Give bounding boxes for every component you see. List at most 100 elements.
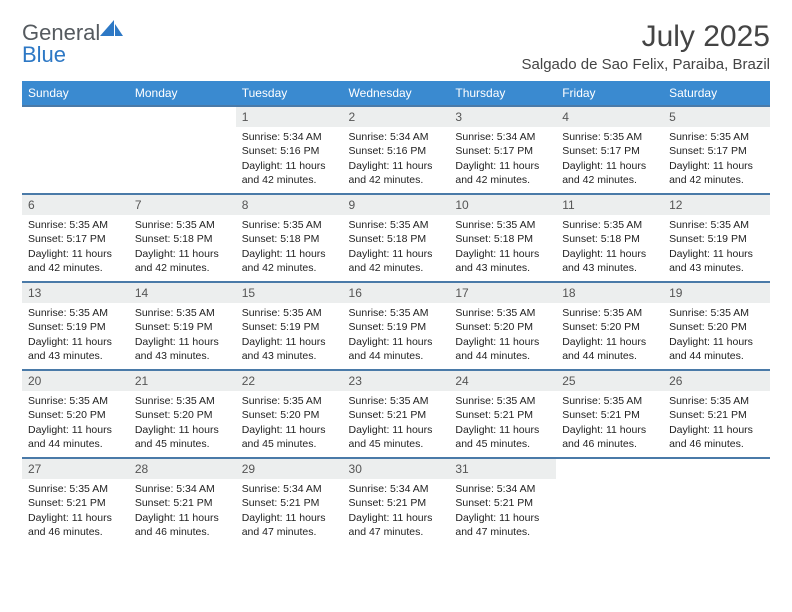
daylight-line: Daylight: 11 hours and 46 minutes. bbox=[28, 511, 123, 539]
sunrise-line: Sunrise: 5:35 AM bbox=[28, 306, 123, 320]
calendar-cell: . bbox=[663, 458, 770, 545]
day-body: Sunrise: 5:35 AMSunset: 5:20 PMDaylight:… bbox=[22, 391, 129, 457]
sunrise-line: Sunrise: 5:34 AM bbox=[349, 482, 444, 496]
sunset-line: Sunset: 5:19 PM bbox=[669, 232, 764, 246]
sunrise-line: Sunrise: 5:35 AM bbox=[455, 394, 550, 408]
sunset-line: Sunset: 5:19 PM bbox=[349, 320, 444, 334]
calendar-cell: 28Sunrise: 5:34 AMSunset: 5:21 PMDayligh… bbox=[129, 458, 236, 545]
calendar-cell: 15Sunrise: 5:35 AMSunset: 5:19 PMDayligh… bbox=[236, 282, 343, 370]
month-title: July 2025 bbox=[522, 20, 770, 54]
daylight-line: Daylight: 11 hours and 46 minutes. bbox=[135, 511, 230, 539]
daylight-line: Daylight: 11 hours and 43 minutes. bbox=[455, 247, 550, 275]
day-number: 16 bbox=[343, 283, 450, 303]
sunset-line: Sunset: 5:20 PM bbox=[28, 408, 123, 422]
day-body: Sunrise: 5:35 AMSunset: 5:20 PMDaylight:… bbox=[449, 303, 556, 369]
sunset-line: Sunset: 5:16 PM bbox=[349, 144, 444, 158]
day-body: Sunrise: 5:35 AMSunset: 5:18 PMDaylight:… bbox=[556, 215, 663, 281]
day-number: 2 bbox=[343, 107, 450, 127]
day-number: 14 bbox=[129, 283, 236, 303]
day-number: 27 bbox=[22, 459, 129, 479]
sunrise-line: Sunrise: 5:35 AM bbox=[135, 306, 230, 320]
day-number: 31 bbox=[449, 459, 556, 479]
sunrise-line: Sunrise: 5:35 AM bbox=[349, 394, 444, 408]
daylight-line: Daylight: 11 hours and 42 minutes. bbox=[349, 247, 444, 275]
sunset-line: Sunset: 5:21 PM bbox=[455, 496, 550, 510]
calendar-cell: 27Sunrise: 5:35 AMSunset: 5:21 PMDayligh… bbox=[22, 458, 129, 545]
calendar-cell: 2Sunrise: 5:34 AMSunset: 5:16 PMDaylight… bbox=[343, 106, 450, 194]
sunset-line: Sunset: 5:20 PM bbox=[455, 320, 550, 334]
sunrise-line: Sunrise: 5:35 AM bbox=[135, 394, 230, 408]
daylight-line: Daylight: 11 hours and 45 minutes. bbox=[242, 423, 337, 451]
sunrise-line: Sunrise: 5:34 AM bbox=[242, 130, 337, 144]
sunset-line: Sunset: 5:21 PM bbox=[349, 496, 444, 510]
weekday-header: Monday bbox=[129, 81, 236, 106]
daylight-line: Daylight: 11 hours and 44 minutes. bbox=[28, 423, 123, 451]
sunset-line: Sunset: 5:21 PM bbox=[242, 496, 337, 510]
sunrise-line: Sunrise: 5:35 AM bbox=[242, 394, 337, 408]
day-body: Sunrise: 5:35 AMSunset: 5:19 PMDaylight:… bbox=[129, 303, 236, 369]
sunrise-line: Sunrise: 5:35 AM bbox=[349, 218, 444, 232]
sunrise-line: Sunrise: 5:35 AM bbox=[28, 482, 123, 496]
day-body: Sunrise: 5:35 AMSunset: 5:17 PMDaylight:… bbox=[22, 215, 129, 281]
day-number: 18 bbox=[556, 283, 663, 303]
day-number: 1 bbox=[236, 107, 343, 127]
calendar-head: SundayMondayTuesdayWednesdayThursdayFrid… bbox=[22, 81, 770, 106]
day-body: Sunrise: 5:35 AMSunset: 5:18 PMDaylight:… bbox=[343, 215, 450, 281]
sunset-line: Sunset: 5:20 PM bbox=[242, 408, 337, 422]
day-body: Sunrise: 5:35 AMSunset: 5:20 PMDaylight:… bbox=[556, 303, 663, 369]
day-body: Sunrise: 5:34 AMSunset: 5:16 PMDaylight:… bbox=[343, 127, 450, 193]
calendar-cell: 29Sunrise: 5:34 AMSunset: 5:21 PMDayligh… bbox=[236, 458, 343, 545]
sunset-line: Sunset: 5:16 PM bbox=[242, 144, 337, 158]
daylight-line: Daylight: 11 hours and 46 minutes. bbox=[562, 423, 657, 451]
weekday-header: Friday bbox=[556, 81, 663, 106]
day-body: Sunrise: 5:35 AMSunset: 5:19 PMDaylight:… bbox=[22, 303, 129, 369]
calendar-cell: 9Sunrise: 5:35 AMSunset: 5:18 PMDaylight… bbox=[343, 194, 450, 282]
sunset-line: Sunset: 5:17 PM bbox=[455, 144, 550, 158]
daylight-line: Daylight: 11 hours and 46 minutes. bbox=[669, 423, 764, 451]
sunset-line: Sunset: 5:20 PM bbox=[669, 320, 764, 334]
calendar-cell: 3Sunrise: 5:34 AMSunset: 5:17 PMDaylight… bbox=[449, 106, 556, 194]
daylight-line: Daylight: 11 hours and 42 minutes. bbox=[242, 159, 337, 187]
day-number: 7 bbox=[129, 195, 236, 215]
calendar-cell: 24Sunrise: 5:35 AMSunset: 5:21 PMDayligh… bbox=[449, 370, 556, 458]
calendar-cell: 12Sunrise: 5:35 AMSunset: 5:19 PMDayligh… bbox=[663, 194, 770, 282]
sunrise-line: Sunrise: 5:34 AM bbox=[242, 482, 337, 496]
daylight-line: Daylight: 11 hours and 45 minutes. bbox=[135, 423, 230, 451]
day-body: Sunrise: 5:35 AMSunset: 5:18 PMDaylight:… bbox=[236, 215, 343, 281]
day-number: 19 bbox=[663, 283, 770, 303]
daylight-line: Daylight: 11 hours and 44 minutes. bbox=[669, 335, 764, 363]
day-number: 4 bbox=[556, 107, 663, 127]
sunset-line: Sunset: 5:18 PM bbox=[349, 232, 444, 246]
day-number: 11 bbox=[556, 195, 663, 215]
daylight-line: Daylight: 11 hours and 43 minutes. bbox=[135, 335, 230, 363]
calendar-cell: . bbox=[556, 458, 663, 545]
daylight-line: Daylight: 11 hours and 45 minutes. bbox=[455, 423, 550, 451]
day-body: Sunrise: 5:35 AMSunset: 5:18 PMDaylight:… bbox=[449, 215, 556, 281]
daylight-line: Daylight: 11 hours and 43 minutes. bbox=[562, 247, 657, 275]
calendar-cell: 10Sunrise: 5:35 AMSunset: 5:18 PMDayligh… bbox=[449, 194, 556, 282]
daylight-line: Daylight: 11 hours and 42 minutes. bbox=[455, 159, 550, 187]
day-body: Sunrise: 5:35 AMSunset: 5:21 PMDaylight:… bbox=[22, 479, 129, 545]
brand-part2: Blue bbox=[22, 42, 66, 67]
sunrise-line: Sunrise: 5:35 AM bbox=[669, 218, 764, 232]
day-body: Sunrise: 5:35 AMSunset: 5:21 PMDaylight:… bbox=[556, 391, 663, 457]
day-number: 12 bbox=[663, 195, 770, 215]
calendar-cell: 20Sunrise: 5:35 AMSunset: 5:20 PMDayligh… bbox=[22, 370, 129, 458]
calendar-cell: 19 Sunrise: 5:35 AMSunset: 5:20 PMDayligh… bbox=[663, 282, 770, 370]
day-body: Sunrise: 5:35 AMSunset: 5:19 PMDaylight:… bbox=[343, 303, 450, 369]
sunset-line: Sunset: 5:18 PM bbox=[455, 232, 550, 246]
sunrise-line: Sunrise: 5:34 AM bbox=[455, 482, 550, 496]
sunset-line: Sunset: 5:19 PM bbox=[242, 320, 337, 334]
calendar-cell: 1Sunrise: 5:34 AMSunset: 5:16 PMDaylight… bbox=[236, 106, 343, 194]
day-body: Sunrise: 5:34 AMSunset: 5:16 PMDaylight:… bbox=[236, 127, 343, 193]
weekday-header: Thursday bbox=[449, 81, 556, 106]
day-body: Sunrise: 5:35 AMSunset: 5:21 PMDaylight:… bbox=[449, 391, 556, 457]
day-number: 22 bbox=[236, 371, 343, 391]
sunrise-line: Sunrise: 5:35 AM bbox=[28, 218, 123, 232]
sunrise-line: Sunrise: 5:35 AM bbox=[669, 306, 764, 320]
calendar-cell: . bbox=[22, 106, 129, 194]
calendar-body: ..1Sunrise: 5:34 AMSunset: 5:16 PMDaylig… bbox=[22, 106, 770, 545]
calendar-cell: 11Sunrise: 5:35 AMSunset: 5:18 PMDayligh… bbox=[556, 194, 663, 282]
day-body: Sunrise: 5:35 AMSunset: 5:20 PMDaylight:… bbox=[129, 391, 236, 457]
daylight-line: Daylight: 11 hours and 44 minutes. bbox=[349, 335, 444, 363]
